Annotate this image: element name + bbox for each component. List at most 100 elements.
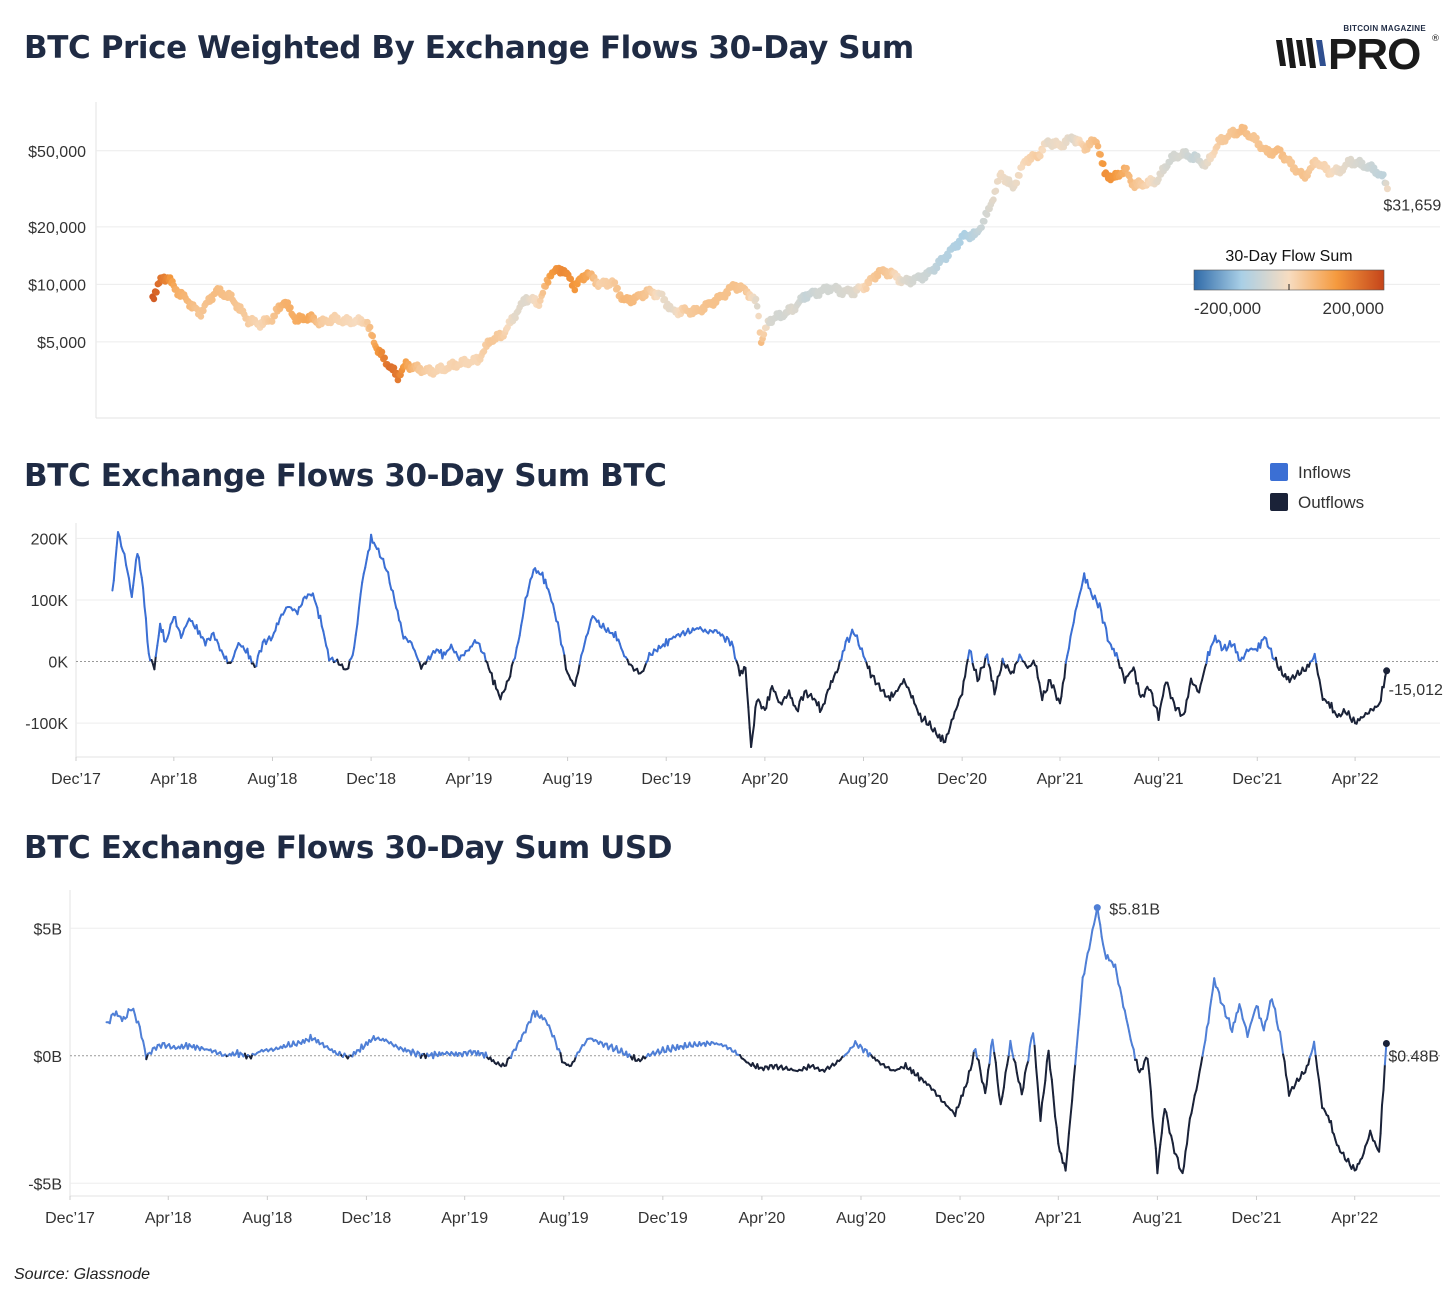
usd-line-segment [1033, 1044, 1038, 1069]
btc-line-segment [1054, 690, 1058, 701]
price-point [535, 302, 543, 309]
usd-line-segment [1089, 928, 1094, 941]
price-scatter-chart: $5,000 $10,000 $20,000 $50,000 $31,659 30-Day… [28, 102, 1441, 419]
btc-line-segment [986, 653, 990, 666]
usd-flows-line-chart: -$5B $0B $5B Dec’17 Apr’18 Aug’18 Dec’18 Apr’19… [28, 890, 1440, 1227]
flow-legend-min-label: -200,000 [1194, 299, 1261, 318]
btc-line-segment [362, 566, 367, 575]
btc-line-segment [260, 641, 264, 653]
btc-line-segment [964, 664, 968, 678]
btc-line-segment [947, 726, 951, 735]
usd-line-segment [996, 1079, 1000, 1096]
price-point [1288, 158, 1296, 166]
btc-line-segment [132, 573, 136, 587]
btc-line-segment [382, 557, 386, 569]
usd-line-segment [954, 1106, 958, 1118]
usd-line-segment [966, 1070, 970, 1084]
btc-x-tick-label: Aug’19 [543, 771, 593, 788]
btc-last-label: -15,012 [1389, 682, 1443, 699]
btc-line-segment [142, 587, 146, 608]
usd-line-segment [977, 1059, 982, 1072]
btc-line-segment [370, 533, 374, 544]
price-point [724, 290, 732, 297]
btc-line-segment [478, 642, 483, 653]
btc-line-segment [1205, 651, 1209, 665]
btc-line-segment [583, 635, 588, 645]
btc-line-segment [614, 631, 618, 642]
usd-line-segment [1011, 1049, 1015, 1061]
btc-line-segment [1279, 665, 1284, 676]
price-point [364, 318, 371, 326]
btc-x-tick-label: Dec’17 [51, 771, 101, 788]
btc-line-segment [1208, 645, 1212, 656]
usd-line-segment [988, 1045, 993, 1064]
btc-line-segment [1315, 663, 1319, 676]
usd-line-segment [1279, 1030, 1283, 1045]
btc-line-segment [365, 550, 370, 561]
usd-y-tick-label: $5B [34, 921, 62, 938]
price-point [1123, 164, 1130, 172]
btc-line-segment [765, 696, 769, 709]
btc-line-segment [1330, 701, 1334, 714]
usd-line-segment [991, 1038, 996, 1054]
flow-legend-max-label: 200,000 [1323, 299, 1384, 318]
btc-line-segment [387, 571, 391, 584]
price-point [1155, 176, 1162, 183]
btc-y-tick-label: 0K [48, 655, 68, 672]
usd-line-segment [1027, 1045, 1031, 1062]
usd-line-segment [1195, 1080, 1199, 1091]
btc-line-segment [353, 634, 357, 649]
price-point [1097, 151, 1104, 158]
legend-swatch-inflows [1270, 463, 1288, 481]
usd-line-segment [1135, 1058, 1140, 1071]
usd-line-segment [1102, 943, 1106, 953]
usd-line-segment [615, 1045, 620, 1054]
price-point [271, 312, 279, 320]
btc-line-segment [246, 647, 250, 660]
usd-line-segment [1020, 1086, 1025, 1096]
price-point [752, 295, 760, 303]
price-point [995, 177, 1002, 185]
usd-line-segment [1088, 938, 1092, 951]
usd-line-segment [1039, 1101, 1044, 1122]
usd-x-tick-label: Dec’17 [45, 1210, 95, 1227]
price-point [567, 275, 575, 283]
usd-line-segment [1128, 1030, 1132, 1041]
btc-line-segment [1159, 700, 1163, 710]
usd-line-segment [1160, 1117, 1165, 1134]
usd-line-segment [1114, 963, 1118, 976]
usd-line-segment [1282, 1053, 1286, 1063]
btc-line-segment [399, 621, 403, 633]
btc-line-segment [1236, 651, 1240, 661]
usd-line-segment [1050, 1078, 1055, 1098]
btc-line-segment [983, 656, 987, 668]
btc-line-segment [597, 619, 601, 628]
usd-line-segment [1379, 1104, 1383, 1135]
btc-line-segment [666, 638, 671, 647]
btc-line-segment [751, 724, 755, 737]
usd-line-segment [1181, 1165, 1185, 1175]
price-point [539, 289, 547, 297]
btc-line-segment [1035, 665, 1039, 679]
usd-line-segment [1200, 1054, 1204, 1066]
usd-line-segment [132, 1007, 136, 1016]
btc-x-tick-label: Apr’20 [741, 771, 788, 788]
usd-line-segment [1083, 962, 1087, 975]
price-point [200, 307, 207, 315]
btc-line-segment [204, 638, 208, 647]
btc-line-segment [156, 634, 160, 647]
btc-line-segment [1115, 652, 1120, 662]
usd-line-segment [529, 1013, 534, 1024]
usd-line-segment [1049, 1068, 1053, 1081]
btc-line-segment [526, 586, 530, 597]
btc-line-segment [577, 662, 581, 674]
btc-line-segment [828, 680, 832, 690]
price-y-tick-label: $5,000 [37, 335, 86, 352]
usd-line-segment [994, 1061, 999, 1082]
price-point [1100, 160, 1107, 168]
btc-line-segment [558, 630, 563, 646]
usd-line-segment [1100, 935, 1105, 946]
usd-line-segment [1077, 1013, 1081, 1032]
btc-line-segment [971, 662, 976, 671]
price-point [544, 279, 552, 286]
